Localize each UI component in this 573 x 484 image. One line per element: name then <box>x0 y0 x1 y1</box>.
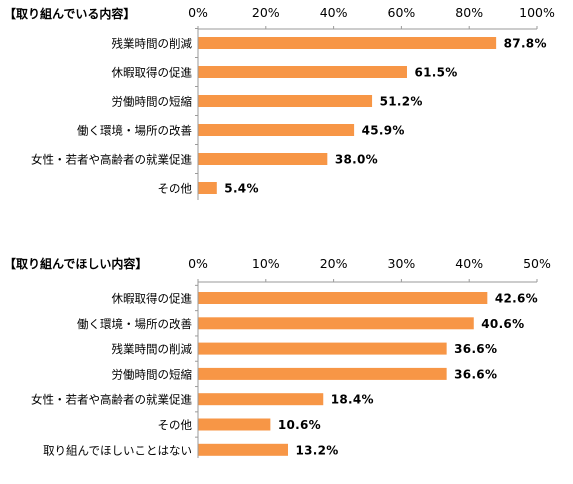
value-label: 13.2% <box>295 443 338 457</box>
value-label: 36.6% <box>454 367 497 381</box>
value-label: 10.6% <box>278 418 321 432</box>
bar <box>198 418 271 431</box>
bar <box>198 342 447 355</box>
category-label: 労働時間の短縮 <box>112 95 193 109</box>
bar <box>198 443 288 456</box>
tick-label: 20% <box>252 5 280 20</box>
value-label: 5.4% <box>224 182 258 196</box>
value-label: 51.2% <box>380 95 423 109</box>
tick-label: 10% <box>252 256 280 271</box>
value-label: 36.6% <box>454 342 497 356</box>
value-label: 61.5% <box>414 66 457 80</box>
category-label: 働く環境・場所の改善 <box>77 124 192 138</box>
tick-label: 0% <box>188 256 208 271</box>
category-label: 取り組んでほしいことはない <box>43 443 192 457</box>
category-label: 休暇取得の促進 <box>112 292 193 306</box>
tick-label: 100% <box>519 5 555 20</box>
bar <box>198 124 355 136</box>
bar <box>198 367 447 380</box>
tick-label: 20% <box>320 256 348 271</box>
category-label: 労働時間の短縮 <box>112 367 193 381</box>
value-label: 38.0% <box>335 153 378 167</box>
tick-label: 60% <box>388 5 416 20</box>
chart-title: 【取り組んでほしい内容】 <box>4 256 147 271</box>
category-label: その他 <box>158 418 193 432</box>
chart-2: 【取り組んでほしい内容】 0% 10% 20% 30% 40% 50% 休暇取得の促進 42.6… <box>4 256 551 458</box>
category-label: 休暇取得の促進 <box>112 66 193 80</box>
category-label: 女性・若者や高齢者の就業促進 <box>31 153 192 167</box>
tick-label: 50% <box>523 256 551 271</box>
value-label: 87.8% <box>504 37 547 51</box>
chart-title: 【取り組んでいる内容】 <box>4 6 135 21</box>
tick-label: 40% <box>320 5 348 20</box>
tick-label: 0% <box>188 5 208 20</box>
tick-label: 30% <box>388 256 416 271</box>
value-label: 40.6% <box>481 317 524 331</box>
chart-1: 【取り組んでいる内容】 0% 20% 40% 60% 80% 100% 残業時間の削減 87.8… <box>4 5 555 200</box>
category-label: 残業時間の削減 <box>112 342 193 356</box>
bar <box>198 182 217 194</box>
bar <box>198 317 474 330</box>
category-label: 働く環境・場所の改善 <box>77 317 192 331</box>
value-label: 42.6% <box>495 292 538 306</box>
tick-label: 40% <box>455 256 483 271</box>
category-label: 残業時間の削減 <box>112 37 193 51</box>
category-label: 女性・若者や高齢者の就業促進 <box>31 393 192 407</box>
category-label: その他 <box>158 182 193 196</box>
value-label: 45.9% <box>362 124 405 138</box>
bar <box>198 66 407 78</box>
bar <box>198 292 488 304</box>
bar <box>198 153 328 165</box>
bar <box>198 393 324 406</box>
value-label: 18.4% <box>331 393 374 407</box>
bar <box>198 95 373 107</box>
bar <box>198 37 497 49</box>
tick-label: 80% <box>455 5 483 20</box>
